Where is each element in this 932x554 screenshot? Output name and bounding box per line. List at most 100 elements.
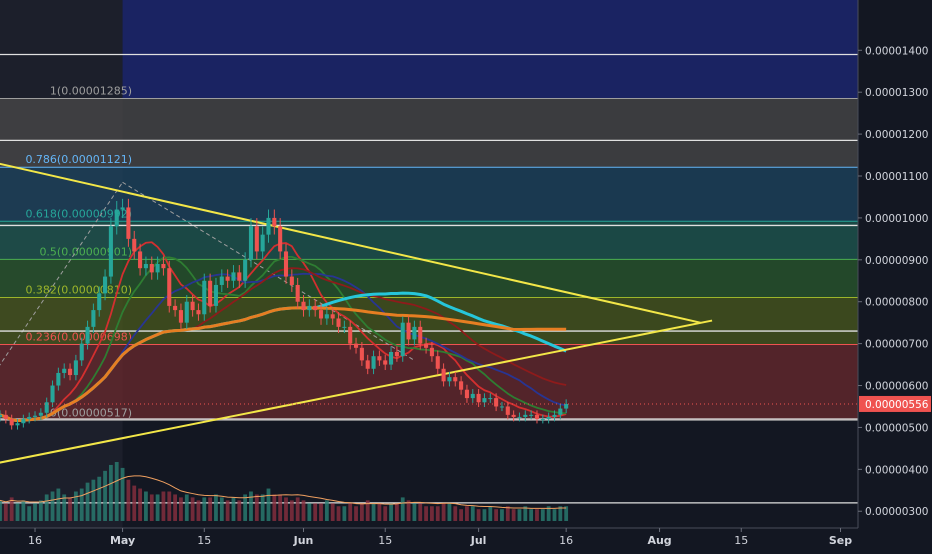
candle-body (184, 301, 189, 323)
volume-bar (371, 503, 376, 521)
volume-bar (62, 494, 67, 521)
candle-body (476, 393, 481, 403)
candle-body (260, 234, 265, 252)
candle-body (91, 310, 96, 327)
fib-zone-0.618 (0, 221, 858, 260)
price-tick-label: 0.00001000 (865, 213, 928, 225)
last-price-badge (859, 395, 931, 412)
candle-body (324, 314, 329, 319)
candle-body (470, 393, 475, 399)
candle-body (62, 368, 67, 373)
moving-averages (0, 241, 567, 423)
fib-level-label-0.786: 0.786(0.00001121) (25, 153, 132, 166)
candle-body (27, 416, 32, 420)
volume-bar (266, 488, 271, 521)
volume-bar (21, 500, 26, 521)
volume-bar (144, 491, 148, 521)
volume-bar (540, 509, 545, 521)
candle-body (15, 423, 20, 426)
volume-bar (564, 506, 569, 521)
time-tick-label: 16 (28, 534, 42, 547)
volume-bar (482, 509, 487, 521)
candle-body (482, 398, 487, 403)
price-tick-label: 0.00000800 (865, 297, 928, 309)
volume-bar (330, 503, 335, 521)
trendline-1 (0, 319, 713, 464)
volume-bar (50, 491, 55, 521)
fib-retracement[interactable]: 1(0.00001285) 0.786(0.00001121) 0.618(0.00… (0, 0, 859, 478)
volume-bar (3, 503, 8, 521)
trendlines[interactable] (0, 147, 713, 478)
time-tick-label: Aug (647, 534, 671, 547)
volume-bars (0, 462, 569, 521)
candle-body (517, 416, 522, 418)
price-tick-label: 0.00000400 (865, 464, 928, 476)
volume-bar (377, 503, 382, 521)
candle-body (132, 238, 137, 252)
candle-body (383, 360, 388, 365)
time-tick-label: Sep (829, 534, 852, 547)
price-tick-label: 0.00001100 (865, 171, 928, 183)
time-tick-label: 15 (734, 534, 748, 547)
candle-body (149, 264, 154, 273)
volume-bar (109, 464, 113, 521)
candle-body (138, 251, 143, 269)
candle-body (523, 414, 528, 417)
price-tick-label: 0.00001200 (865, 129, 928, 141)
candle-body (511, 414, 516, 417)
volume-bar (132, 485, 137, 521)
volume-bar (44, 494, 49, 521)
time-tick-label: 15 (197, 534, 211, 547)
volume-bar (202, 497, 207, 521)
price-tick-label: 0.00000600 (865, 381, 928, 393)
candle-body (353, 343, 359, 348)
candle-body (114, 209, 119, 227)
volume-bar (15, 503, 20, 521)
candle-body (202, 280, 207, 315)
candle-body (283, 251, 289, 277)
volume-bar (278, 494, 283, 521)
candle-body (208, 280, 213, 306)
candle-body (167, 268, 172, 306)
candle-body (447, 377, 452, 382)
volume-bar (91, 479, 96, 521)
volume-bar (237, 500, 242, 521)
price-tick-label: 0.00000300 (865, 506, 928, 518)
volume-bar (301, 500, 306, 521)
moving-average-line-89 (0, 306, 567, 423)
candle-body (348, 326, 353, 344)
volume-bar (0, 500, 2, 521)
volume-bar (324, 500, 329, 521)
candle-body (540, 419, 545, 421)
volume-bar (389, 503, 393, 521)
volume-bar (184, 494, 189, 521)
volume-bar (249, 491, 253, 521)
candle-body (441, 368, 446, 382)
volume-bar (354, 506, 358, 521)
volume-bar (243, 494, 248, 521)
candle-body (552, 414, 557, 417)
candle-body (494, 398, 499, 407)
candle-body (231, 272, 236, 281)
volume-bar (494, 509, 499, 521)
time-tick-label: 16 (559, 534, 573, 547)
candle-body (21, 419, 26, 424)
volume-bar (56, 488, 61, 521)
candle-body (400, 322, 405, 357)
volume-bar (307, 503, 312, 521)
volume-bar (319, 503, 323, 521)
volume-bar (33, 503, 37, 521)
volume-bar (120, 467, 125, 521)
candle-body (406, 322, 411, 340)
volume-bar (435, 506, 440, 521)
volume-bar (179, 497, 183, 521)
candle-body (196, 310, 201, 315)
price-tick-label: 0.00000500 (865, 422, 928, 434)
trendline-0 (0, 162, 701, 324)
volume-bar (167, 491, 172, 521)
candle-body (418, 326, 423, 344)
fib-diagonal-right (122, 181, 415, 361)
candle-body (108, 226, 113, 277)
candle-body (546, 416, 551, 420)
